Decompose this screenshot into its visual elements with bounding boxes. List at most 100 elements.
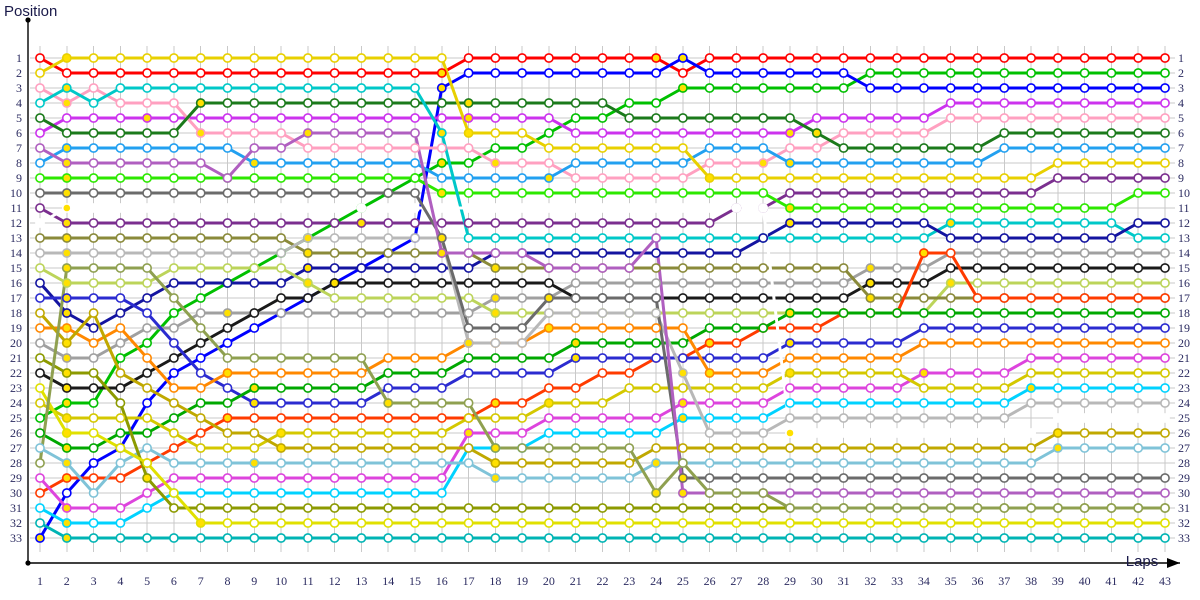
marker-car-30-lap-16 (436, 248, 447, 258)
marker-car-24-lap-30 (811, 413, 822, 423)
marker-car-03-lap-43 (1160, 83, 1170, 93)
marker-car-12-lap-15 (410, 263, 420, 273)
marker-car-32-lap-2 (61, 533, 72, 543)
marker-car-31-lap-40 (1079, 518, 1090, 528)
x-tick-30: 30 (811, 574, 823, 588)
x-tick-43: 43 (1159, 574, 1171, 588)
marker-car-22-lap-42 (1133, 368, 1144, 378)
marker-car-14-lap-14 (383, 278, 394, 288)
marker-car-08-lap-13 (356, 53, 367, 63)
marker-car-01-lap-16 (436, 68, 447, 78)
marker-car-06-lap-10 (276, 98, 286, 108)
marker-car-19-lap-27 (731, 323, 742, 333)
marker-car-19-lap-19 (517, 353, 527, 363)
marker-car-31-lap-30 (811, 518, 822, 528)
marker-car-09-lap-34 (919, 188, 929, 198)
marker-car-33-lap-27 (731, 488, 742, 498)
marker-car-16-lap-31 (838, 263, 849, 273)
marker-car-10-lap-7 (195, 173, 206, 183)
marker-car-13-lap-19 (517, 293, 527, 303)
marker-car-08-lap-21 (570, 143, 581, 153)
marker-car-06-lap-23 (624, 113, 635, 123)
marker-car-03-lap-26 (704, 68, 715, 78)
marker-car-05-lap-29 (785, 143, 795, 153)
y-tick-left-31: 31 (10, 501, 22, 515)
marker-car-14-lap-1 (35, 368, 45, 378)
marker-car-03-lap-20 (544, 68, 554, 78)
marker-car-10-lap-16 (436, 188, 447, 198)
x-tick-12: 12 (329, 574, 341, 588)
y-tick-right-28: 28 (1178, 456, 1190, 470)
marker-car-33-lap-37 (999, 503, 1010, 513)
x-tick-26: 26 (704, 574, 716, 588)
marker-car-27-lap-31 (838, 458, 849, 468)
marker-car-05-lap-17 (463, 143, 474, 153)
marker-car-16-lap-19 (517, 263, 527, 273)
marker-car-32-lap-7 (195, 533, 206, 543)
marker-car-09-lap-30 (811, 188, 822, 198)
marker-car-19-lap-17 (463, 353, 474, 363)
marker-car-19-lap-38 (1026, 308, 1036, 318)
marker-car-27-lap-30 (811, 458, 822, 468)
marker-car-12-lap-17 (463, 263, 474, 273)
marker-car-01-lap-8 (222, 68, 233, 78)
marker-car-06-lap-38 (1026, 128, 1036, 138)
marker-car-22-lap-24 (651, 383, 661, 393)
marker-car-05-lap-42 (1133, 113, 1144, 123)
marker-car-31-lap-31 (838, 518, 849, 528)
marker-car-13-lap-18 (490, 293, 501, 303)
marker-car-01-lap-37 (999, 53, 1010, 63)
y-tick-left-4: 4 (16, 96, 22, 110)
marker-car-29-lap-33 (892, 473, 902, 483)
marker-car-25-lap-41 (1106, 413, 1117, 423)
marker-car-04-lap-38 (1026, 98, 1036, 108)
marker-car-01-lap-32 (865, 53, 876, 63)
marker-car-12-lap-20 (544, 248, 554, 258)
y-tick-left-17: 17 (10, 291, 22, 305)
x-tick-21: 21 (570, 574, 582, 588)
marker-car-12-lap-5 (142, 293, 152, 303)
marker-car-30-lap-15 (410, 128, 420, 138)
marker-car-21-lap-38 (1026, 353, 1036, 363)
marker-car-33-lap-28 (758, 488, 769, 498)
marker-car-21-lap-16 (436, 473, 447, 483)
marker-car-29-lap-11 (302, 188, 313, 198)
marker-car-18-lap-42 (1133, 323, 1144, 333)
marker-car-25-lap-30 (811, 428, 822, 438)
marker-car-32-lap-39 (1053, 533, 1063, 543)
marker-car-32-lap-6 (168, 533, 179, 543)
marker-car-12-lap-32 (865, 218, 876, 228)
marker-car-06-lap-8 (222, 98, 233, 108)
marker-car-10-lap-40 (1079, 203, 1090, 213)
marker-car-06-lap-24 (651, 113, 661, 123)
marker-car-17-lap-34 (919, 248, 929, 258)
marker-car-19-lap-39 (1053, 308, 1063, 318)
marker-car-16-lap-25 (678, 263, 688, 273)
marker-car-01-lap-39 (1053, 53, 1063, 63)
y-tick-left-22: 22 (10, 366, 22, 380)
marker-car-33-lap-29 (785, 503, 795, 513)
marker-car-20-lap-8 (222, 368, 233, 378)
marker-car-20-lap-9 (249, 368, 260, 378)
marker-car-31-lap-1 (35, 383, 45, 393)
marker-car-19-lap-5 (142, 428, 152, 438)
marker-car-08-lap-4 (115, 53, 126, 63)
marker-car-26-lap-21 (570, 458, 581, 468)
marker-car-07-lap-38 (1026, 143, 1036, 153)
marker-car-05-lap-27 (731, 158, 742, 168)
marker-car-10-lap-6 (168, 173, 179, 183)
marker-car-22-lap-35 (945, 383, 956, 393)
marker-car-33-lap-25 (678, 458, 688, 468)
y-tick-right-22: 22 (1178, 366, 1190, 380)
marker-car-18-lap-1 (35, 293, 45, 303)
marker-car-19-lap-35 (945, 308, 956, 318)
marker-car-15-lap-8 (222, 263, 233, 273)
marker-car-31-lap-24 (651, 518, 661, 528)
marker-car-02-lap-31 (838, 83, 849, 93)
marker-car-06-lap-13 (356, 98, 367, 108)
marker-car-12-lap-4 (115, 308, 126, 318)
marker-car-07-lap-31 (838, 158, 849, 168)
marker-car-19-lap-16 (436, 368, 447, 378)
marker-car-01-lap-4 (115, 68, 126, 78)
marker-car-10-lap-5 (142, 173, 152, 183)
